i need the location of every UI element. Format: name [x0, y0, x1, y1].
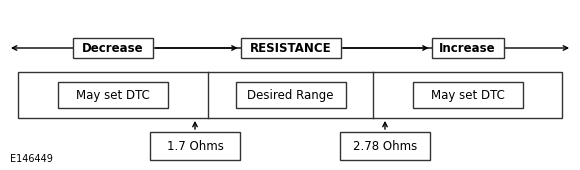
- FancyBboxPatch shape: [241, 38, 340, 58]
- FancyBboxPatch shape: [432, 38, 503, 58]
- Text: May set DTC: May set DTC: [76, 89, 150, 101]
- Text: Decrease: Decrease: [82, 41, 144, 55]
- FancyBboxPatch shape: [73, 38, 153, 58]
- Text: 1.7 Ohms: 1.7 Ohms: [166, 140, 223, 152]
- FancyBboxPatch shape: [18, 72, 562, 118]
- Text: E146449: E146449: [10, 154, 53, 164]
- Text: Desired Range: Desired Range: [247, 89, 333, 101]
- Text: RESISTANCE: RESISTANCE: [249, 41, 331, 55]
- FancyBboxPatch shape: [150, 132, 240, 160]
- FancyBboxPatch shape: [412, 82, 523, 108]
- FancyBboxPatch shape: [340, 132, 430, 160]
- Text: Increase: Increase: [439, 41, 496, 55]
- Text: May set DTC: May set DTC: [430, 89, 505, 101]
- FancyBboxPatch shape: [58, 82, 168, 108]
- Text: 2.78 Ohms: 2.78 Ohms: [353, 140, 417, 152]
- FancyBboxPatch shape: [235, 82, 346, 108]
